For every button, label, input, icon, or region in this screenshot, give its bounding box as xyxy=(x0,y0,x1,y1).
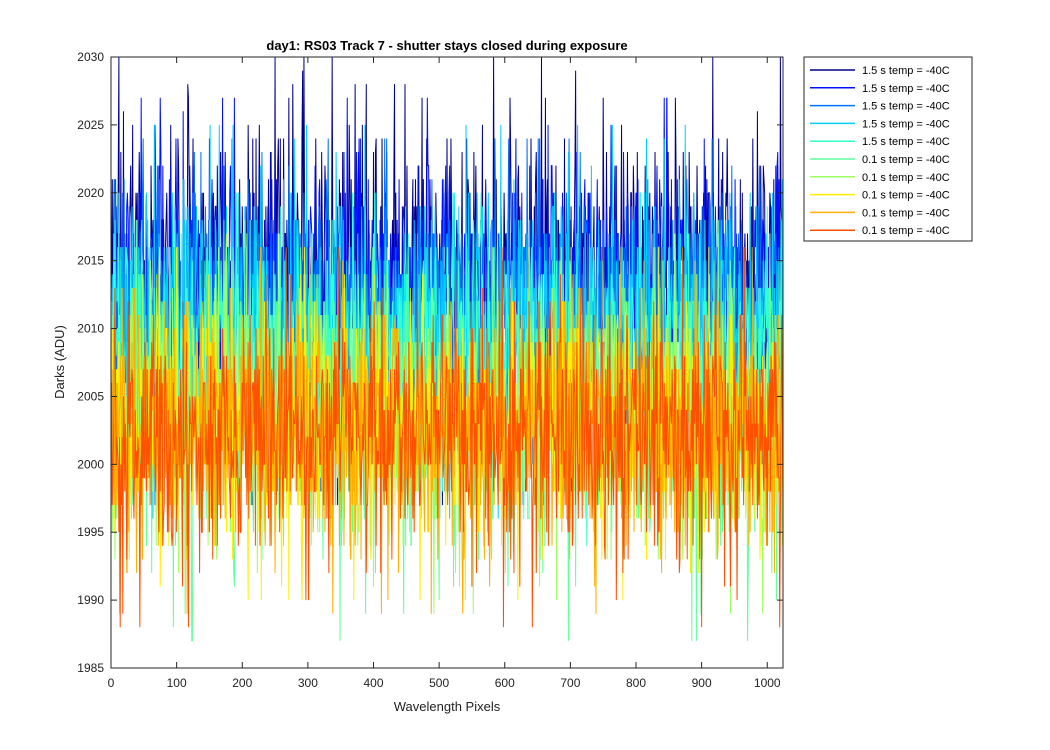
legend-entry: 1.5 s temp = -40C xyxy=(862,136,950,148)
y-tick-label: 1990 xyxy=(77,593,104,607)
y-tick-label: 2020 xyxy=(77,186,104,200)
legend-entry: 1.5 s temp = -40C xyxy=(862,118,950,130)
x-tick-label: 900 xyxy=(692,676,712,690)
y-tick-label: 2030 xyxy=(77,50,104,64)
series-line-10 xyxy=(111,247,784,628)
legend-entry: 1.5 s temp = -40C xyxy=(862,101,950,113)
plot-frame xyxy=(110,56,784,669)
y-axis-label: Darks (ADU) xyxy=(52,325,67,399)
legend-entry: 0.1 s temp = -40C xyxy=(862,172,950,184)
x-axis-label: Wavelength Pixels xyxy=(394,699,501,714)
x-tick-label: 100 xyxy=(167,676,187,690)
x-tick-label: 400 xyxy=(363,676,383,690)
x-tick-label: 800 xyxy=(626,676,646,690)
y-tick-label: 2005 xyxy=(77,389,104,403)
series-layer xyxy=(111,56,784,642)
y-axis: 1985 1990 1995 2000 2005 2010 2015 2020 2025 2030 xyxy=(77,50,783,675)
x-axis: 0 100 200 300 400 500 600 700 800 900 1000 xyxy=(108,57,781,690)
legend-entry: 1.5 s temp = -40C xyxy=(862,83,950,95)
x-tick-label: 600 xyxy=(495,676,515,690)
x-tick-label: 300 xyxy=(298,676,318,690)
chart-title: day1: RS03 Track 7 - shutter stays close… xyxy=(266,38,627,53)
x-tick-label: 1000 xyxy=(754,676,781,690)
y-tick-label: 2000 xyxy=(77,457,104,471)
legend-entry: 0.1 s temp = -40C xyxy=(862,207,950,219)
y-tick-label: 2010 xyxy=(77,322,104,336)
y-tick-label: 2025 xyxy=(77,118,104,132)
legend-entry: 1.5 s temp = -40C xyxy=(862,65,950,77)
x-tick-label: 0 xyxy=(108,676,115,690)
legend: 1.5 s temp = -40C 1.5 s temp = -40C 1.5 s … xyxy=(803,56,973,242)
legend-entry: 0.1 s temp = -40C xyxy=(862,190,950,202)
x-tick-label: 700 xyxy=(560,676,580,690)
x-tick-label: 200 xyxy=(232,676,252,690)
plot-area: 0 100 200 300 400 500 600 700 800 900 1000 1985 199… xyxy=(77,50,784,690)
legend-items: 1.5 s temp = -40C 1.5 s temp = -40C 1.5 s … xyxy=(810,65,950,237)
legend-entry: 0.1 s temp = -40C xyxy=(862,225,950,237)
y-tick-label: 1995 xyxy=(77,525,104,539)
legend-entry: 0.1 s temp = -40C xyxy=(862,154,950,166)
x-tick-label: 500 xyxy=(429,676,449,690)
y-tick-label: 2015 xyxy=(77,254,104,268)
y-tick-label: 1985 xyxy=(77,661,104,675)
